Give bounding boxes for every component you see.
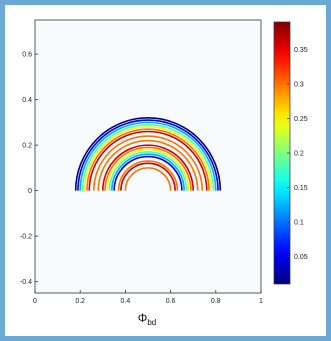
contour-line-17 bbox=[124, 167, 172, 191]
x-axis-label: Φbd bbox=[138, 311, 156, 327]
x-tick-label-1: 0.2 bbox=[75, 298, 85, 305]
colorbar-tick-label-1: 0.3 bbox=[294, 82, 304, 89]
contour-line-9 bbox=[102, 144, 194, 191]
contour-line-6 bbox=[88, 130, 208, 191]
contour-line-7 bbox=[92, 135, 204, 191]
colorbar-tick-label-4: 0.15 bbox=[294, 185, 308, 192]
colorbar: 0.35 0.3 0.25 0.2 0.15 0.1 0.05 bbox=[273, 21, 308, 285]
contour-chart: 0 0.2 0.4 0.6 0.8 10.60.40.20-0.2-0.4 0.350.3… bbox=[20, 19, 308, 327]
colorbar-tick-label-3: 0.2 bbox=[294, 151, 304, 158]
x-tick-label-3: 0.6 bbox=[166, 298, 176, 305]
contour-line-0 bbox=[74, 117, 222, 191]
contour-line-4 bbox=[83, 126, 213, 191]
y-tick-label-5: -0.4 bbox=[20, 279, 32, 286]
x-tick-label-0: 0 bbox=[33, 298, 37, 305]
y-tick-label-1: 0.4 bbox=[22, 97, 32, 104]
plot-frame bbox=[34, 19, 262, 294]
plot-area: 0 0.2 0.4 0.6 0.8 1 0.6 0.4 0.2 0 -0.2 -0.4 bbox=[20, 19, 263, 305]
x-tick-label-2: 0.4 bbox=[121, 298, 131, 305]
contour-line-5 bbox=[86, 128, 210, 191]
colorbar-tick-label-6: 0.05 bbox=[294, 254, 308, 261]
contour-line-3 bbox=[81, 123, 215, 191]
contour-line-2 bbox=[79, 121, 217, 191]
colorbar-tick-label-5: 0.1 bbox=[294, 219, 304, 226]
figure-frame: 0 0.2 0.4 0.6 0.8 1 0.6 0.4 0.2 0 -0.2 -0.4 0.35 0.3… bbox=[5, 5, 326, 336]
y-tick-label-4: -0.2 bbox=[20, 234, 32, 241]
contour-line-10 bbox=[104, 146, 192, 191]
contour-line-15 bbox=[117, 160, 179, 191]
y-tick-label-3: 0 bbox=[28, 188, 32, 195]
colorbar-tick-label-0: 0.35 bbox=[294, 47, 308, 54]
contour-line-13 bbox=[111, 153, 185, 191]
contour-line-8 bbox=[97, 139, 199, 191]
y-tick-label-2: 0.2 bbox=[22, 143, 32, 150]
contour-line-11 bbox=[106, 148, 190, 191]
contour-line-12 bbox=[108, 151, 188, 191]
y-tick-label-0: 0.6 bbox=[22, 52, 32, 59]
x-axis-label-subscript: bd bbox=[147, 318, 156, 327]
contour-line-16 bbox=[120, 162, 176, 191]
contour-line-14 bbox=[113, 155, 183, 191]
contour-line-1 bbox=[77, 119, 219, 191]
x-tick-label-4: 0.8 bbox=[211, 298, 221, 305]
x-tick-label-5: 1 bbox=[259, 298, 263, 305]
x-axis-label-main: Φ bbox=[138, 311, 148, 325]
colorbar-tick-label-2: 0.25 bbox=[294, 116, 308, 123]
